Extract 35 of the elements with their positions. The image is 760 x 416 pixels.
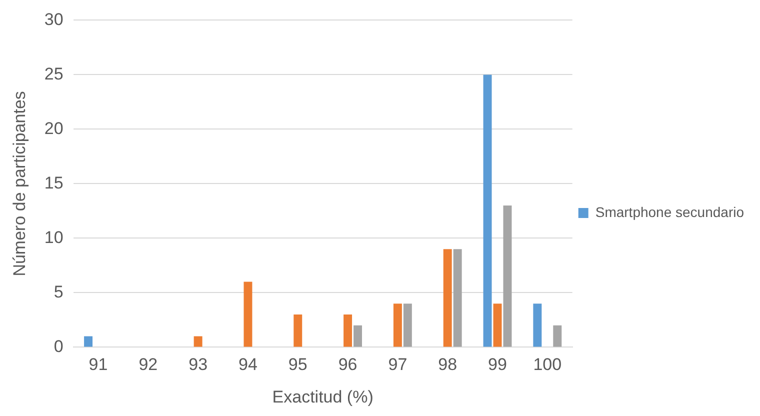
y-axis-title: Número de participantes <box>10 91 29 276</box>
x-tick-label: 93 <box>188 355 208 374</box>
y-tick-label: 0 <box>54 336 64 356</box>
x-tick-label: 92 <box>138 355 158 374</box>
bar <box>453 249 462 347</box>
x-tick-label: 91 <box>88 355 108 374</box>
y-tick-label: 10 <box>44 228 64 247</box>
bar <box>493 304 502 347</box>
bar <box>553 325 562 347</box>
x-tick-label: 100 <box>533 355 562 374</box>
bar <box>84 336 93 347</box>
bar <box>244 282 252 347</box>
bar <box>194 336 202 347</box>
bar <box>354 325 362 347</box>
x-tick-label: 95 <box>288 355 308 374</box>
y-tick-label: 30 <box>44 10 64 29</box>
bar <box>483 74 492 347</box>
bar <box>393 304 402 347</box>
x-tick-label: 97 <box>388 355 408 374</box>
bar <box>294 314 302 347</box>
x-tick-label: 94 <box>238 355 258 374</box>
y-tick-label: 20 <box>44 118 64 138</box>
bar <box>403 304 412 347</box>
y-tick-label: 25 <box>44 64 64 84</box>
bar <box>443 249 452 347</box>
x-tick-label: 99 <box>488 355 507 374</box>
bar <box>533 304 542 347</box>
x-tick-label: 98 <box>438 355 458 374</box>
y-tick-label: 5 <box>54 282 64 302</box>
bar <box>344 314 352 347</box>
legend-label: Smartphone secundario <box>595 204 744 220</box>
x-axis-title: Exactitud (%) <box>272 387 374 406</box>
bar <box>503 206 512 347</box>
y-tick-label: 15 <box>44 173 64 192</box>
x-tick-label: 96 <box>338 355 358 374</box>
